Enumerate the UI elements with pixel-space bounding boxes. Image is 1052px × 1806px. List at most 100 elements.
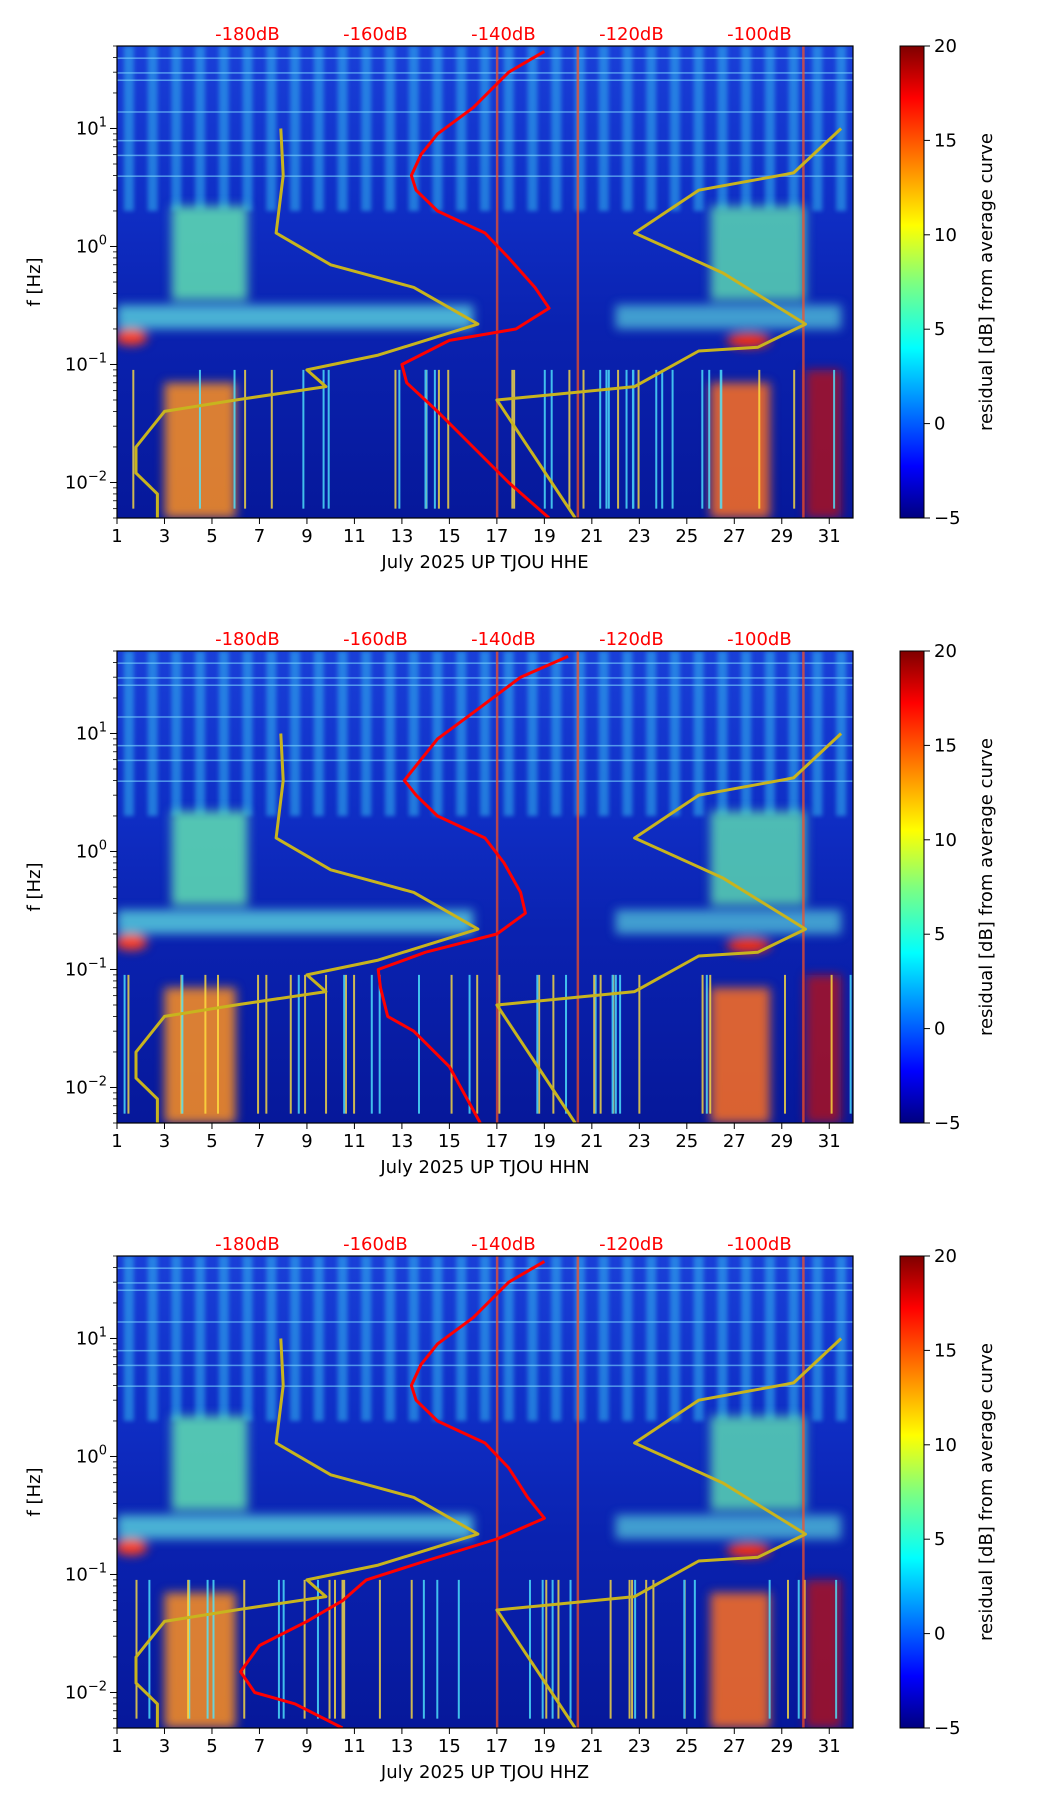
streak — [551, 1256, 562, 1421]
streak — [788, 46, 799, 211]
artifact-line — [117, 1282, 853, 1284]
hotspot — [117, 1539, 148, 1556]
y-tick-label: 101 — [76, 1325, 107, 1349]
x-tick-label: 25 — [675, 526, 698, 547]
x-tick-label: 13 — [390, 526, 413, 547]
x-tick-label: 23 — [628, 1131, 651, 1152]
spike — [437, 369, 440, 509]
top-db-label: -100dB — [727, 1234, 792, 1255]
top-db-axis: -180dB -160dB -140dB -120dB -100dB — [215, 24, 792, 45]
daily-streaks — [123, 1256, 847, 1421]
spike — [398, 369, 401, 509]
spike — [768, 1579, 771, 1719]
streak — [598, 1256, 609, 1421]
x-tick-label: 17 — [485, 1736, 508, 1757]
y-tick-label: 10−1 — [65, 956, 107, 980]
x-tick-label: 27 — [723, 1736, 746, 1757]
reference-noise-model-curve — [495, 1337, 843, 1728]
lf-spikes — [132, 369, 836, 509]
colorbar-tick-label: 10 — [934, 830, 957, 851]
y-tick-label: 10−1 — [65, 351, 107, 375]
spike — [135, 1579, 138, 1719]
spike — [609, 1579, 612, 1719]
spike — [123, 974, 126, 1114]
x-axis: 1 3 5 7 9 11 13 15 17 19 21 23 25 27 29 31 — [111, 518, 841, 547]
event-line — [495, 1256, 499, 1728]
streak — [266, 651, 277, 816]
streak — [764, 46, 775, 211]
colorbar-gradient — [899, 1255, 925, 1729]
hotspot — [117, 329, 148, 346]
streak — [741, 1256, 752, 1421]
lf-column — [710, 382, 770, 518]
streak — [171, 46, 182, 211]
spike — [476, 974, 479, 1114]
spike — [433, 369, 436, 509]
x-tick-label: 5 — [206, 1736, 217, 1757]
event-line — [802, 1256, 805, 1728]
spike — [617, 369, 620, 509]
streak — [195, 1256, 206, 1421]
streak — [480, 651, 490, 816]
streak — [432, 46, 443, 211]
top-db-label: -120dB — [599, 24, 664, 45]
event-line — [802, 46, 805, 518]
x-tick-label: 15 — [438, 1736, 461, 1757]
spike — [708, 369, 711, 509]
spike — [132, 369, 135, 509]
spike — [457, 1579, 460, 1719]
y-tick-label: 10−1 — [65, 1561, 107, 1585]
spike — [652, 1579, 655, 1719]
x-tick-label: 1 — [111, 1131, 122, 1152]
spike — [257, 974, 260, 1114]
spike — [551, 1579, 554, 1719]
y-axis-label: f [Hz] — [24, 862, 45, 911]
spike — [322, 369, 325, 509]
streak — [622, 46, 633, 211]
spike — [216, 974, 219, 1114]
y-tick-label: 100 — [76, 838, 107, 862]
x-tick-label: 3 — [159, 1736, 170, 1757]
x-tick-label: 9 — [301, 1736, 312, 1757]
spike — [797, 1579, 800, 1719]
spike — [538, 974, 541, 1114]
streak — [646, 46, 657, 211]
spike — [593, 974, 596, 1114]
x-tick-label: 7 — [254, 1131, 265, 1152]
artifact-line — [117, 1321, 853, 1323]
streak — [313, 46, 324, 211]
streak — [385, 651, 396, 816]
spike — [206, 1579, 209, 1719]
streak — [195, 46, 206, 211]
x-axis: 1 3 5 7 9 11 13 15 17 19 21 23 25 27 29 31 — [111, 1728, 841, 1757]
colorbar-tick-label: −5 — [934, 1718, 961, 1739]
spike — [565, 974, 568, 1114]
spike — [244, 369, 247, 509]
spike — [370, 974, 373, 1114]
x-tick-label: 23 — [628, 526, 651, 547]
streak — [123, 1256, 134, 1421]
streak — [195, 651, 206, 816]
spike — [835, 1579, 838, 1719]
x-tick-label: 15 — [438, 526, 461, 547]
streak — [385, 1256, 396, 1421]
spike — [655, 369, 658, 509]
spike — [830, 974, 833, 1114]
colorbar: −5 0 5 10 15 20 residual [dB] from average cur… — [899, 36, 997, 529]
streak — [812, 651, 823, 816]
x-tick-label: 11 — [343, 1736, 366, 1757]
streak — [717, 1256, 728, 1421]
event-line — [495, 651, 499, 1123]
streak — [527, 651, 538, 816]
streak — [266, 46, 277, 211]
spike — [634, 1579, 637, 1719]
reference-noise-model-curve — [134, 128, 480, 518]
reference-noise-model-curve — [495, 127, 843, 518]
x-tick-label: 25 — [675, 1131, 698, 1152]
streak — [218, 1256, 229, 1421]
spike — [424, 369, 427, 509]
streak — [788, 651, 799, 816]
colorbar-tick-label: 15 — [934, 1340, 957, 1361]
spike — [418, 974, 421, 1114]
streak — [432, 651, 443, 816]
